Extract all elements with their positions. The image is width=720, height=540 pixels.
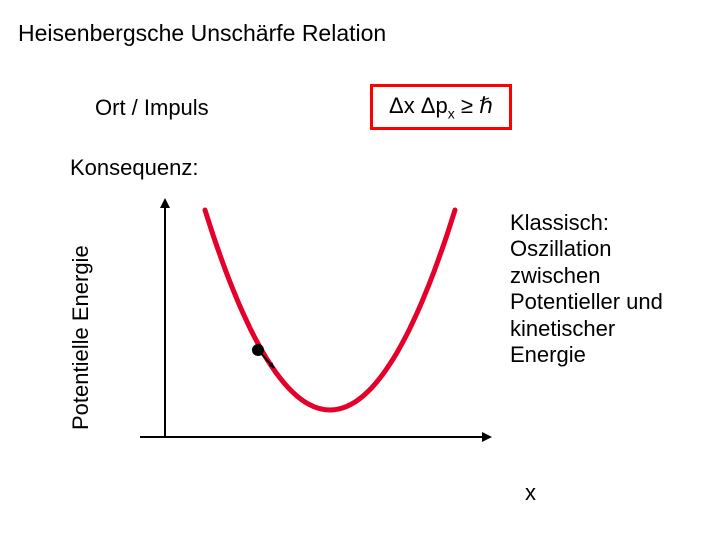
potential-plot: [120, 195, 500, 475]
exp-l2: Oszillation: [510, 236, 611, 261]
formula-part1: Δx Δp: [389, 93, 448, 118]
exp-l6: Energie: [510, 342, 586, 367]
plot-svg: [120, 195, 500, 475]
exp-l5: kinetischer: [510, 316, 615, 341]
konsequenz-label: Konsequenz:: [70, 155, 198, 181]
uncertainty-formula-box: Δx Δpx ≥ ℏ: [370, 84, 512, 130]
formula-part2: ≥ ℏ: [455, 93, 493, 118]
formula-subscript: x: [448, 105, 455, 121]
slide: Heisenbergsche Unschärfe Relation Ort / …: [0, 0, 720, 540]
exp-l1: Klassisch:: [510, 210, 609, 235]
exp-l3: zwischen: [510, 263, 600, 288]
x-axis-label: x: [525, 480, 536, 506]
exp-l4: Potentieller und: [510, 289, 663, 314]
page-title: Heisenbergsche Unschärfe Relation: [18, 20, 386, 47]
explanation-text: Klassisch: Oszillation zwischen Potentie…: [510, 210, 710, 368]
y-axis-label: Potentielle Energie: [68, 245, 94, 430]
ort-impuls-label: Ort / Impuls: [95, 95, 209, 121]
